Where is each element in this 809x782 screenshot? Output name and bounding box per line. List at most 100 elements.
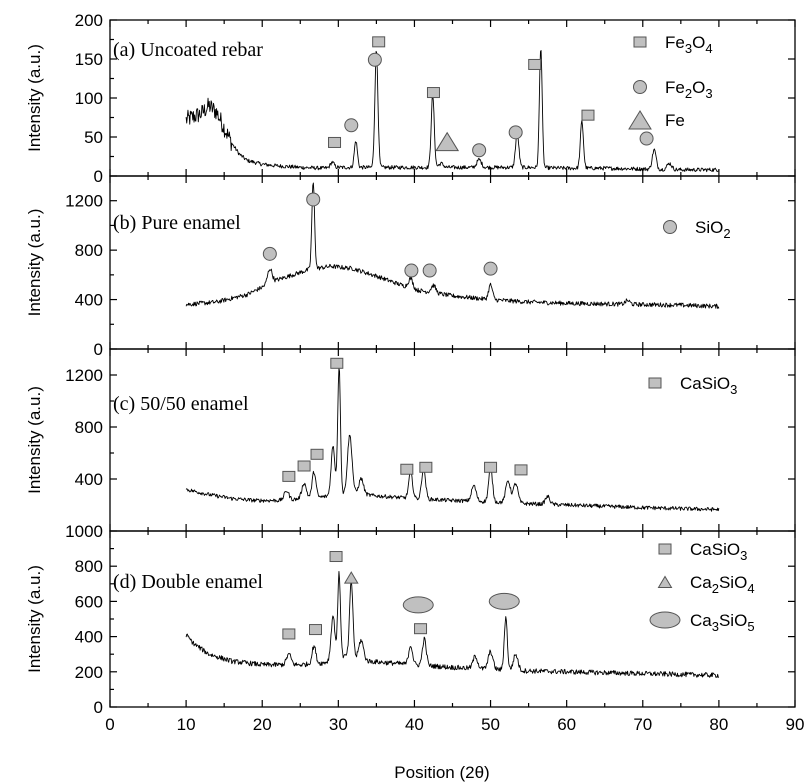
square-marker [633,36,647,48]
y-tick-label: 200 [75,11,103,30]
x-axis-title: Position (2θ) [394,763,489,782]
legend-subscript: 3 [740,548,747,563]
x-tick-label: 80 [709,715,728,734]
legend-text-part: CaSiO [690,540,740,559]
legend-subscript: 3 [730,382,737,397]
y-tick-label: 0 [94,167,103,186]
circle-marker [344,118,359,133]
square-marker [310,448,324,460]
square-marker [297,460,311,472]
square-marker [484,461,498,473]
y-tick-label: 800 [75,557,103,576]
legend-text-part: Fe [665,78,685,97]
legend-text-part: Ca [690,611,712,630]
legend-label: CaSiO3 [680,374,737,397]
y-tick-label: 200 [75,663,103,682]
square-marker [282,628,296,640]
legend-subscript: 3 [685,41,692,56]
x-tick-label: 70 [633,715,652,734]
legend-subscript: 4 [747,581,754,596]
panel-c: 400 800 1200 Intensity (a.u.) (c) 50/50 enam… [25,348,796,532]
y-tick-label: 1200 [65,192,103,211]
square-marker [514,464,528,476]
legend-subscript: 2 [723,226,730,241]
x-tick-label: 10 [177,715,196,734]
square-marker [648,377,662,389]
legend-label: Ca2SiO4 [690,573,755,596]
square-marker [329,551,343,563]
diffraction-trace [185,182,720,309]
legend-text-part: Fe [665,111,685,130]
y-tick-label: 1000 [65,522,103,541]
square-marker [528,58,542,70]
x-tick-label: 40 [405,715,424,734]
circle-marker [422,263,437,278]
triangle-marker [435,131,460,152]
y-axis-title: Intensity (a.u.) [25,386,44,494]
panel-title: (a) Uncoated rebar [113,39,263,61]
diffraction-trace [185,571,720,678]
legend-text-part: SiO [719,611,747,630]
legend-text-part: O [692,33,705,52]
square-marker [309,624,322,636]
y-tick-label: 1200 [65,366,103,385]
y-axis-title: Intensity (a.u.) [25,565,44,673]
panel-title: (c) 50/50 enamel [113,393,249,415]
square-marker [581,109,595,121]
ellipse-marker [402,596,434,614]
circle-marker [367,52,382,67]
y-tick-label: 0 [94,340,103,359]
y-tick-label: 400 [75,291,103,310]
x-tick-label: 50 [481,715,500,734]
panel-d: 0 200 400 600 800 1000 0 10 20 30 40 50 60 70 80 90 Inte… [25,522,804,734]
legend-label: Fe2O3 [665,78,713,101]
circle-marker [404,263,419,278]
legend-label: Fe3O4 [665,33,713,56]
legend-text-part: Ca [690,573,712,592]
legend-text-part: Fe [665,33,685,52]
legend-label: SiO2 [695,218,731,241]
panel-b: 0 400 800 1200 Intensity (a.u.) (b) Pure enam… [25,175,796,359]
y-tick-label: 50 [84,128,103,147]
legend-subscript: 3 [705,86,712,101]
legend-subscript: 5 [747,619,754,634]
y-tick-label: 600 [75,592,103,611]
legend-label: CaSiO3 [690,540,747,563]
circle-marker [262,246,277,261]
legend-subscript: 3 [712,619,719,634]
x-tick-label: 20 [253,715,272,734]
square-marker [419,461,433,473]
y-axis-title: Intensity (a.u.) [25,209,44,317]
diffraction-trace [185,367,720,512]
triangle-marker [628,110,652,130]
square-marker [426,87,440,99]
ellipse-marker [488,592,520,610]
y-axis-title: Intensity (a.u.) [25,44,44,152]
circle-marker [663,220,677,234]
legend-text-part: CaSiO [680,374,730,393]
legend-subscript: 4 [705,41,712,56]
circle-marker [306,192,321,207]
legend-text-part: SiO [719,573,747,592]
triangle-marker [657,575,673,588]
square-marker [330,357,344,369]
legend-subscript: 2 [712,581,719,596]
y-tick-label: 400 [75,470,103,489]
y-tick-label: 800 [75,418,103,437]
circle-marker [472,143,487,158]
x-tick-label: 0 [105,715,114,734]
square-marker [282,470,296,482]
square-marker [372,36,386,48]
square-marker [658,543,672,555]
y-tick-label: 800 [75,241,103,260]
legend-label: Ca3SiO5 [690,611,755,634]
circle-marker [633,80,647,94]
panel-title: (d) Double enamel [113,571,263,593]
circle-marker [483,261,498,276]
y-tick-label: 0 [94,698,103,717]
y-tick-label: 100 [75,89,103,108]
ellipse-marker [649,611,681,629]
x-tick-label: 60 [557,715,576,734]
legend-text-part: SiO [695,218,723,237]
